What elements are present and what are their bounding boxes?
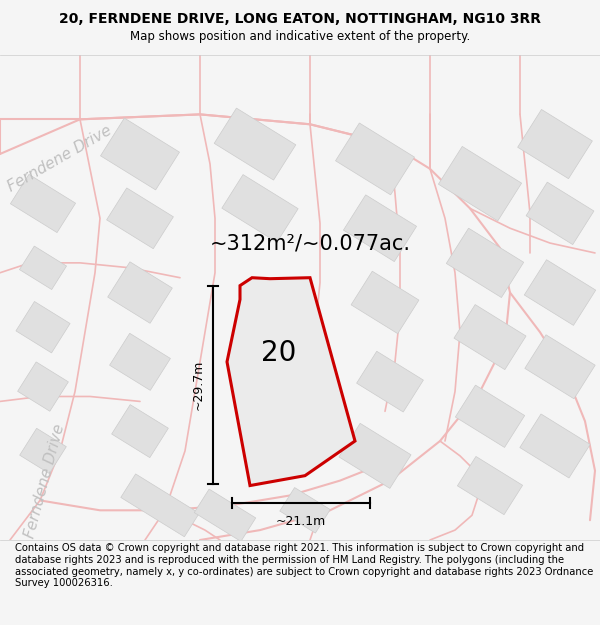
Text: ~21.1m: ~21.1m bbox=[276, 515, 326, 528]
Polygon shape bbox=[454, 304, 526, 369]
Polygon shape bbox=[17, 362, 68, 411]
Polygon shape bbox=[525, 335, 595, 399]
Polygon shape bbox=[524, 260, 596, 326]
Polygon shape bbox=[455, 385, 524, 448]
Polygon shape bbox=[121, 474, 199, 537]
Text: Contains OS data © Crown copyright and database right 2021. This information is : Contains OS data © Crown copyright and d… bbox=[15, 543, 593, 588]
Polygon shape bbox=[107, 262, 172, 323]
Polygon shape bbox=[194, 489, 256, 541]
Polygon shape bbox=[222, 174, 298, 242]
Polygon shape bbox=[19, 246, 67, 289]
Polygon shape bbox=[351, 271, 419, 334]
Text: Ferndene Drive: Ferndene Drive bbox=[23, 422, 67, 539]
Polygon shape bbox=[439, 146, 521, 221]
Polygon shape bbox=[339, 423, 411, 488]
Polygon shape bbox=[520, 414, 590, 478]
Polygon shape bbox=[457, 456, 523, 514]
Polygon shape bbox=[280, 488, 330, 533]
Polygon shape bbox=[214, 108, 296, 180]
Polygon shape bbox=[107, 188, 173, 249]
Polygon shape bbox=[112, 404, 169, 458]
Text: ~312m²/~0.077ac.: ~312m²/~0.077ac. bbox=[209, 233, 410, 253]
Text: Ferndene Drive: Ferndene Drive bbox=[5, 123, 115, 195]
Polygon shape bbox=[526, 182, 594, 244]
Polygon shape bbox=[335, 123, 415, 195]
Text: ~29.7m: ~29.7m bbox=[192, 359, 205, 410]
Text: Map shows position and indicative extent of the property.: Map shows position and indicative extent… bbox=[130, 30, 470, 43]
Polygon shape bbox=[356, 351, 424, 412]
Text: 20, FERNDENE DRIVE, LONG EATON, NOTTINGHAM, NG10 3RR: 20, FERNDENE DRIVE, LONG EATON, NOTTINGH… bbox=[59, 12, 541, 26]
Polygon shape bbox=[227, 278, 355, 486]
Polygon shape bbox=[518, 109, 592, 179]
Text: 20: 20 bbox=[261, 339, 296, 367]
Polygon shape bbox=[343, 195, 416, 262]
Polygon shape bbox=[20, 428, 67, 474]
Polygon shape bbox=[110, 333, 170, 391]
Polygon shape bbox=[16, 301, 70, 353]
Polygon shape bbox=[10, 174, 76, 232]
Polygon shape bbox=[446, 228, 524, 298]
Polygon shape bbox=[101, 118, 179, 190]
